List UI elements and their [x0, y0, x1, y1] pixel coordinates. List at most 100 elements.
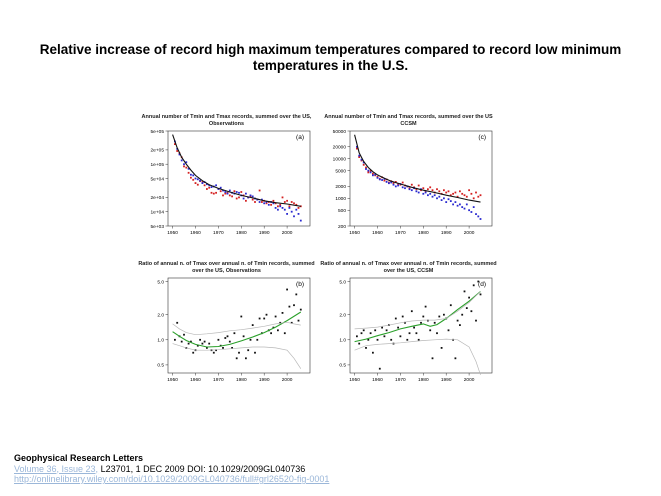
data-point: [440, 199, 443, 201]
data-point: [431, 189, 434, 192]
panel-c-title: Annual number of Tmin and Tmax records, …: [324, 114, 493, 127]
x-tick-label: 1950: [349, 377, 360, 383]
data-point: [472, 206, 475, 208]
y-tick-label: 5e+03: [151, 224, 165, 230]
y-tick-label: 1e+05: [151, 162, 165, 168]
data-point: [263, 202, 266, 205]
data-point: [456, 319, 459, 322]
data-point: [408, 187, 411, 190]
data-point: [240, 191, 243, 193]
y-tick-label: 0.5: [157, 363, 164, 369]
panel-label: (a): [296, 134, 304, 141]
data-point: [293, 304, 295, 307]
data-point: [295, 208, 298, 211]
data-point: [203, 184, 206, 187]
data-point: [404, 187, 406, 190]
data-point: [235, 357, 238, 360]
data-point: [194, 177, 197, 180]
panel-d-title: Ratio of annual n. of Tmax over annual n…: [320, 261, 497, 274]
data-point: [465, 307, 468, 309]
data-point: [277, 329, 279, 332]
data-point: [251, 198, 254, 201]
data-point: [203, 340, 206, 343]
y-tick-label: 1.0: [157, 338, 164, 344]
data-point: [459, 203, 461, 206]
x-tick-label: 1960: [190, 230, 201, 236]
data-point: [245, 357, 247, 360]
data-point: [176, 321, 179, 324]
data-point: [401, 186, 404, 189]
article-url-link[interactable]: http://onlinelibrary.wiley.com/doi/10.10…: [14, 474, 330, 484]
data-point: [249, 194, 252, 197]
data-point: [376, 176, 379, 179]
data-point: [288, 305, 291, 308]
data-point: [369, 169, 372, 172]
data-point: [381, 179, 383, 181]
data-point: [299, 219, 302, 222]
data-point: [429, 186, 432, 189]
data-point: [187, 342, 190, 345]
data-point: [283, 332, 286, 335]
data-point: [454, 191, 457, 194]
y-tick-label: 1e+04: [151, 210, 165, 216]
data-point: [372, 172, 374, 175]
data-point: [475, 213, 477, 215]
data-point: [295, 203, 298, 206]
data-point: [443, 313, 445, 316]
data-point: [397, 326, 399, 329]
data-point: [408, 188, 411, 191]
data-point: [261, 198, 263, 201]
y-tick-label: 5.0: [157, 279, 164, 285]
y-tick-label: 5e+05: [151, 129, 165, 135]
plot-frame: [349, 277, 493, 374]
data-point: [245, 199, 247, 202]
data-point: [436, 332, 438, 335]
data-point: [286, 199, 288, 202]
x-tick-label: 1990: [259, 230, 270, 236]
data-point: [465, 195, 468, 198]
chart-a: (a)5e+052e+051e+055e+042e+041e+045e+0319…: [151, 129, 311, 236]
data-point: [381, 326, 383, 329]
data-point: [401, 181, 404, 184]
data-point: [376, 175, 379, 178]
data-point: [295, 293, 298, 296]
data-point: [399, 335, 402, 338]
data-point: [417, 191, 420, 194]
data-point: [242, 197, 245, 200]
data-point: [447, 190, 450, 193]
x-tick-label: 1970: [395, 230, 406, 236]
data-point: [212, 192, 215, 195]
data-point: [201, 342, 204, 345]
data-point: [215, 349, 217, 352]
data-point: [397, 183, 399, 185]
data-point: [208, 184, 211, 187]
data-point: [372, 174, 374, 177]
data-point: [420, 189, 422, 192]
data-point: [263, 317, 266, 320]
data-point: [226, 192, 229, 195]
data-point: [270, 332, 272, 335]
data-point: [288, 205, 291, 208]
chart-d: (d) 5.0 2.0 1.0 0.5 1950 1960 1970 1980 1990 2000: [339, 277, 493, 383]
x-tick-label: 2000: [282, 230, 293, 236]
data-point: [180, 340, 183, 343]
data-point: [459, 324, 461, 326]
data-point: [415, 188, 418, 191]
data-point: [479, 194, 482, 197]
data-point: [392, 182, 395, 185]
y-tick-label: 2000: [335, 184, 346, 190]
data-point: [406, 338, 409, 341]
data-point: [228, 340, 231, 343]
data-point: [279, 321, 282, 324]
y-tick-label: 10000: [333, 156, 347, 162]
data-point: [415, 332, 418, 335]
volume-link[interactable]: Volume 36, Issue 23,: [14, 463, 99, 474]
data-point: [192, 174, 195, 177]
data-point: [408, 332, 411, 335]
data-point: [183, 165, 185, 168]
data-point: [385, 329, 388, 332]
data-point: [456, 204, 459, 207]
panel-a: Annual number of Tmin and Tmax records, …: [134, 114, 319, 244]
data-point: [235, 197, 238, 200]
data-point: [249, 195, 252, 198]
